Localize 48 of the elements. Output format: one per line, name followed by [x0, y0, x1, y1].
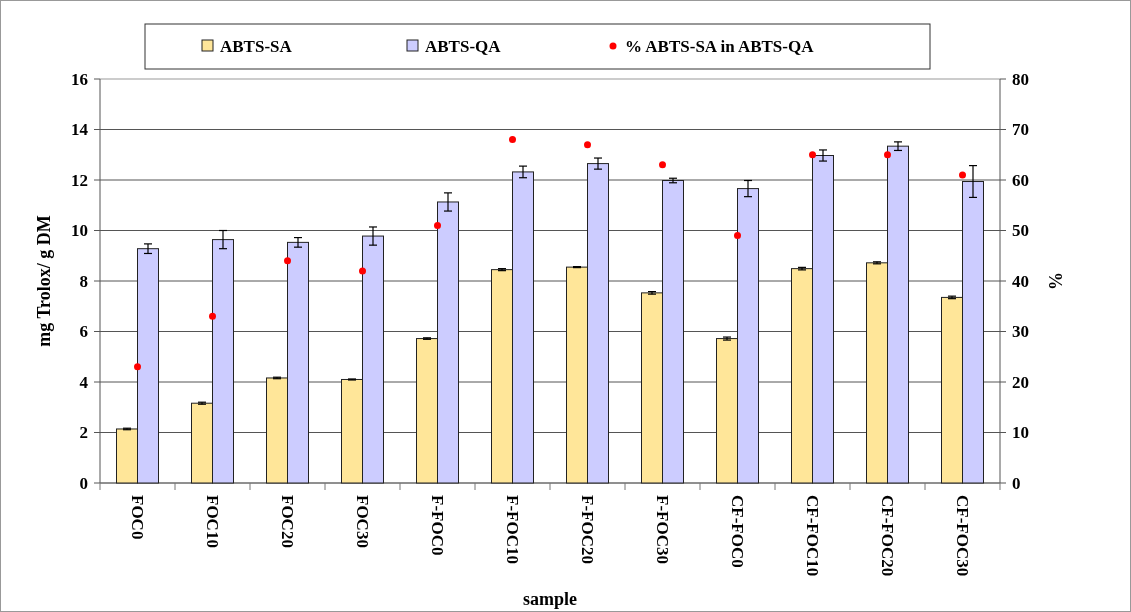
- y2-tick-label: 40: [1012, 271, 1029, 291]
- x-tick-label: FOC30: [352, 495, 372, 548]
- x-tick-label: FOC20: [277, 495, 297, 548]
- y-tick-label: 16: [71, 69, 88, 89]
- point: [284, 257, 291, 265]
- y2-tick-label: 20: [1012, 372, 1029, 392]
- y-tick-label: 10: [71, 221, 88, 241]
- x-tick-label: CF-FOC0: [727, 495, 747, 568]
- point: [134, 363, 141, 371]
- point: [359, 267, 366, 275]
- y2-tick-label: 60: [1012, 170, 1029, 190]
- point: [734, 232, 741, 240]
- y-tick-label: 12: [71, 170, 88, 190]
- point: [884, 151, 891, 159]
- y-tick-label: 14: [71, 120, 89, 140]
- x-tick-label: CF-FOC20: [877, 495, 897, 577]
- point: [959, 171, 966, 179]
- y2-tick-label: 30: [1012, 322, 1029, 342]
- point: [809, 151, 816, 159]
- point: [659, 161, 666, 169]
- y2-tick-label: 50: [1012, 221, 1029, 241]
- x-axis-title: sample: [523, 589, 578, 609]
- y2-tick-label: 0: [1012, 473, 1021, 493]
- legend-label: ABTS-SA: [220, 36, 293, 56]
- y2-axis-title: %: [1046, 272, 1066, 290]
- y-tick-label: 8: [79, 271, 88, 291]
- legend-label: ABTS-QA: [425, 36, 502, 56]
- legend-label: % ABTS-SA in ABTS-QA: [625, 36, 815, 56]
- x-tick-label: CF-FOC10: [802, 495, 822, 577]
- y2-tick-label: 10: [1012, 423, 1029, 443]
- y-axis-title: mg Trolox/ g DM: [34, 215, 54, 347]
- y-tick-label: 4: [79, 372, 89, 392]
- x-tick-label: F-FOC30: [652, 495, 672, 564]
- point: [509, 136, 516, 144]
- y-tick-label: 0: [79, 473, 88, 493]
- x-tick-label: F-FOC0: [427, 495, 447, 556]
- x-tick-label: CF-FOC30: [952, 495, 972, 577]
- point: [584, 141, 591, 149]
- y-tick-label: 2: [79, 423, 88, 443]
- x-tick-label: FOC0: [127, 495, 147, 540]
- y-tick-label: 6: [79, 322, 88, 342]
- y2-tick-label: 80: [1012, 69, 1029, 89]
- y2-tick-label: 70: [1012, 120, 1029, 140]
- x-tick-label: F-FOC10: [502, 495, 522, 564]
- point: [434, 221, 441, 229]
- x-tick-label: F-FOC20: [577, 495, 597, 564]
- x-tick-label: FOC10: [202, 495, 222, 548]
- point: [209, 312, 216, 320]
